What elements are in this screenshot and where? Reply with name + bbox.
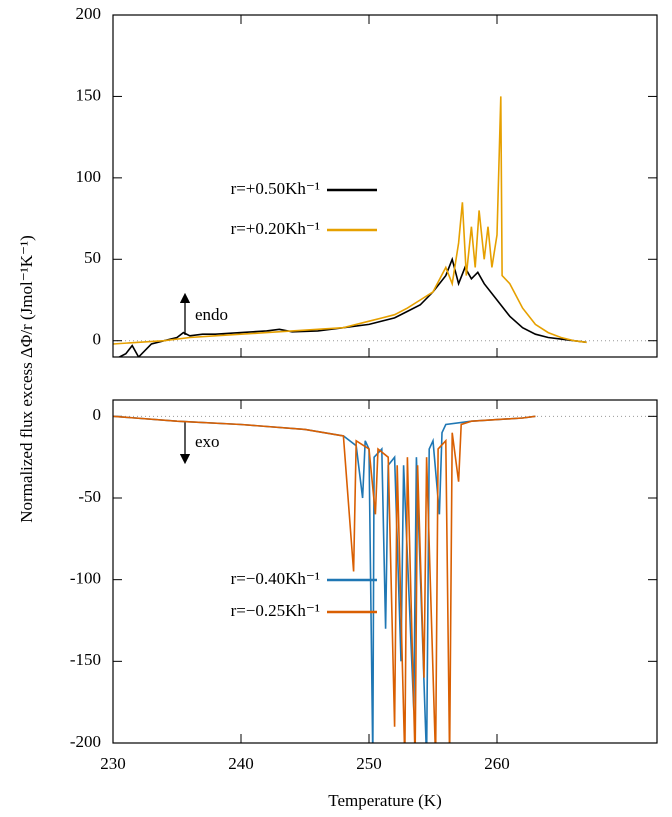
legend-label: r=−0.40Kh⁻¹ [231, 569, 320, 588]
y-tick-label: 150 [76, 85, 102, 104]
y-tick-label: -50 [78, 487, 101, 506]
data-line [113, 415, 536, 743]
annotation: endo [195, 305, 228, 324]
y-tick-label: 200 [76, 4, 102, 23]
x-tick-label: 240 [228, 754, 254, 773]
data-line [113, 96, 587, 345]
plot-frame [112, 399, 658, 744]
data-line [117, 256, 587, 357]
y-tick-label: 100 [76, 167, 102, 186]
y-tick-label: 0 [93, 405, 102, 424]
legend-label: r=+0.50Kh⁻¹ [231, 179, 320, 198]
y-tick-label: -100 [70, 569, 101, 588]
plot-frame [112, 14, 658, 358]
annotation: exo [195, 432, 220, 451]
y-axis-label: Normalized flux excess ΔΦ/r (Jmol⁻¹K⁻¹) [17, 235, 36, 523]
x-axis-label: Temperature (K) [328, 791, 442, 810]
x-tick-label: 230 [100, 754, 126, 773]
y-tick-label: -150 [70, 650, 101, 669]
y-tick-label: 0 [93, 330, 102, 349]
x-tick-label: 250 [356, 754, 382, 773]
x-tick-label: 260 [484, 754, 510, 773]
legend-label: r=−0.25Kh⁻¹ [231, 601, 320, 620]
data-line [113, 415, 536, 743]
y-tick-label: -200 [70, 732, 101, 751]
y-tick-label: 50 [84, 248, 101, 267]
legend-label: r=+0.20Kh⁻¹ [231, 219, 320, 238]
